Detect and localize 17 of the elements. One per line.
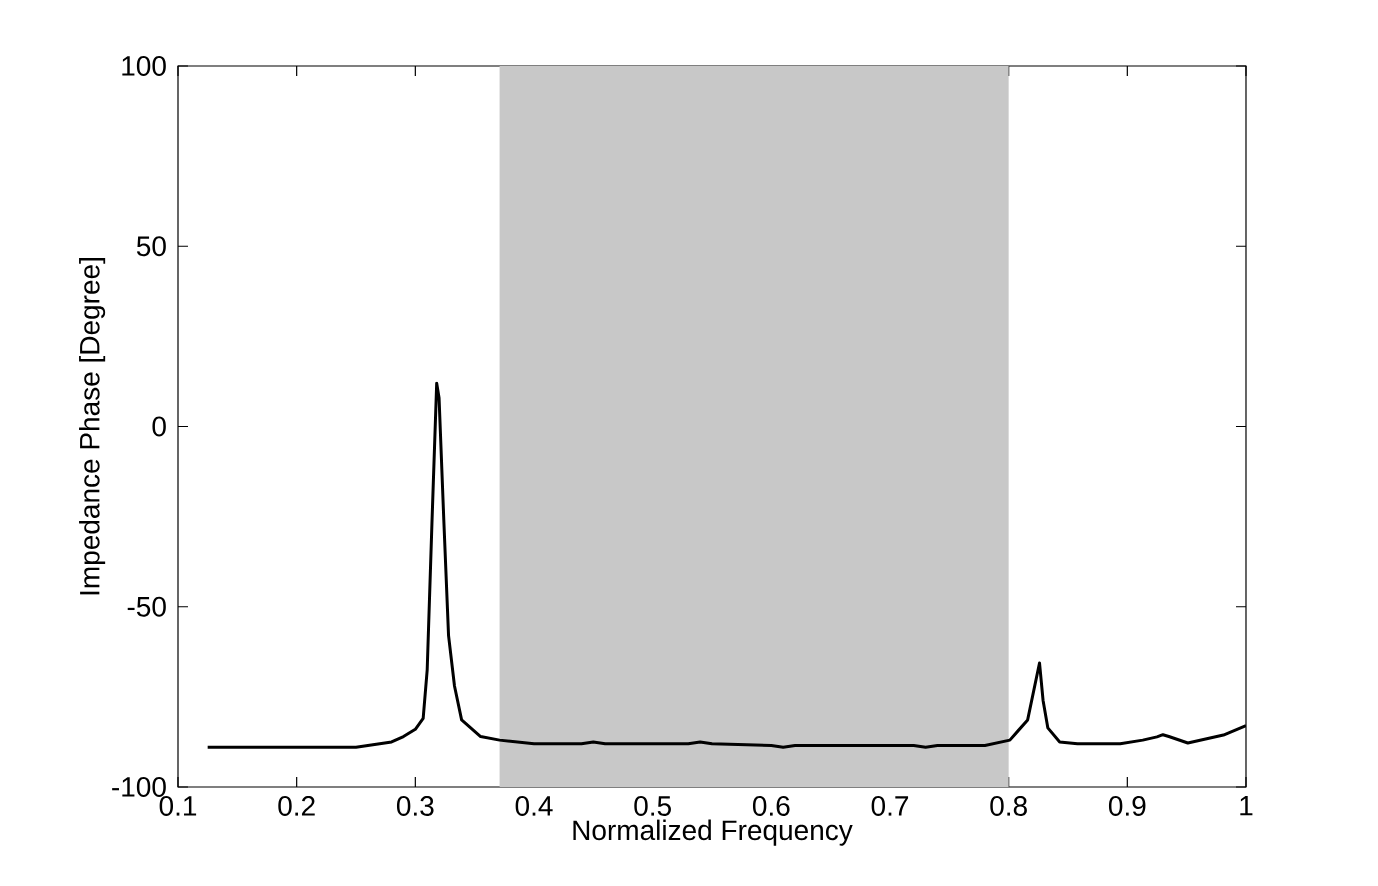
- y-axis-title: Impedance Phase [Degree]: [79, 258, 106, 595]
- x-tick-label: 0.4: [515, 796, 553, 816]
- x-tick-label: 0.2: [278, 796, 315, 816]
- y-tick-label: -100: [112, 777, 166, 797]
- y-tick-label: 100: [122, 56, 166, 76]
- x-tick-label: 0.5: [634, 796, 671, 816]
- x-tick-label: 0.9: [1108, 796, 1146, 816]
- x-tick-label: 0.3: [396, 796, 434, 816]
- y-tick-label: 0: [152, 416, 166, 437]
- y-tick-label: -50: [127, 596, 166, 617]
- x-tick-label: 1: [1240, 796, 1253, 816]
- x-axis-title: Normalized Frequency: [573, 819, 853, 846]
- x-tick-label: 0.6: [752, 796, 790, 816]
- x-tick-label: 0.8: [990, 796, 1027, 816]
- y-tick-label: 50: [136, 236, 166, 257]
- x-tick-label: 0.7: [871, 796, 909, 816]
- x-tick-label: 0.1: [159, 796, 197, 816]
